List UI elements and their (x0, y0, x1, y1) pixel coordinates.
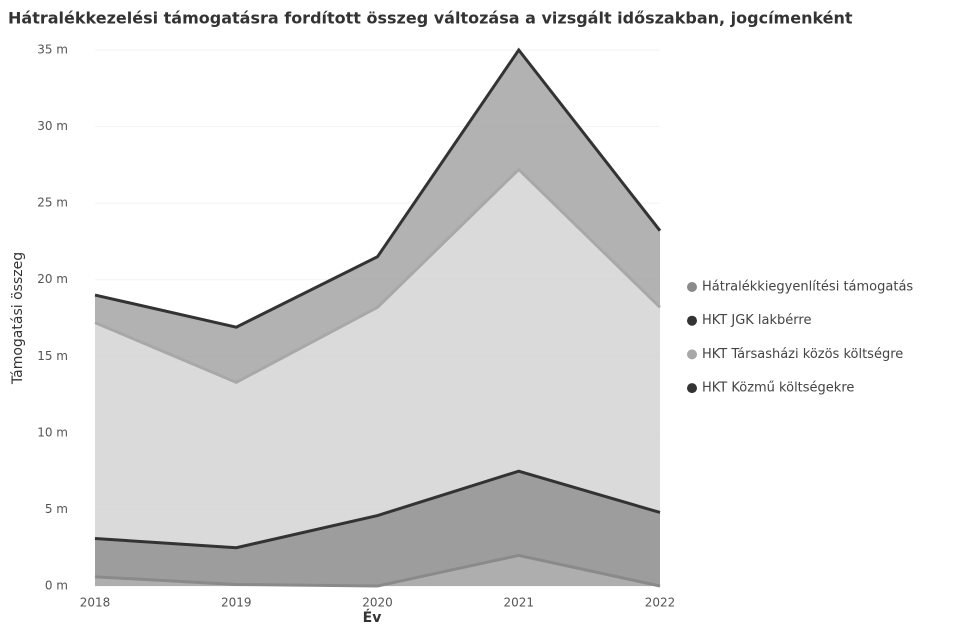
legend-label: Hátralékkiegyenlítési támogatás (702, 280, 913, 295)
x-tick-label: 2020 (362, 596, 393, 610)
legend-marker (687, 383, 697, 394)
x-axis-title: Év (363, 609, 382, 626)
y-tick-label: 25 m (37, 196, 68, 210)
area (95, 471, 660, 586)
y-tick-label: 35 m (37, 43, 68, 57)
area (95, 50, 660, 383)
legend-label: HKT Közmű költségekre (702, 381, 854, 396)
area-line (94, 167, 662, 384)
x-tick-label: 2021 (503, 596, 534, 610)
area-line (94, 553, 661, 588)
area (95, 555, 660, 586)
area (95, 169, 660, 548)
y-tick-label: 0 m (45, 579, 68, 593)
y-tick-label: 15 m (37, 349, 68, 363)
x-tick-label: 2018 (80, 596, 111, 610)
legend-marker (687, 315, 697, 326)
legend-marker (687, 349, 697, 360)
area-line (94, 47, 662, 329)
y-axis-title: Támogatási összeg (10, 252, 26, 385)
legend-label: HKT Társasházi közös költségre (702, 347, 903, 362)
legend-marker (687, 282, 697, 292)
chart-title: Hátralékkezelési támogatásra fordított ö… (8, 9, 853, 28)
y-tick-label: 5 m (45, 502, 68, 516)
area-line (94, 469, 661, 550)
x-tick-label: 2019 (221, 596, 252, 610)
x-tick-label: 2022 (645, 596, 676, 610)
y-tick-label: 20 m (37, 272, 68, 286)
y-tick-label: 10 m (37, 425, 68, 439)
legend-label: HKT JGK lakbérre (702, 313, 811, 328)
y-tick-label: 30 m (37, 119, 68, 133)
